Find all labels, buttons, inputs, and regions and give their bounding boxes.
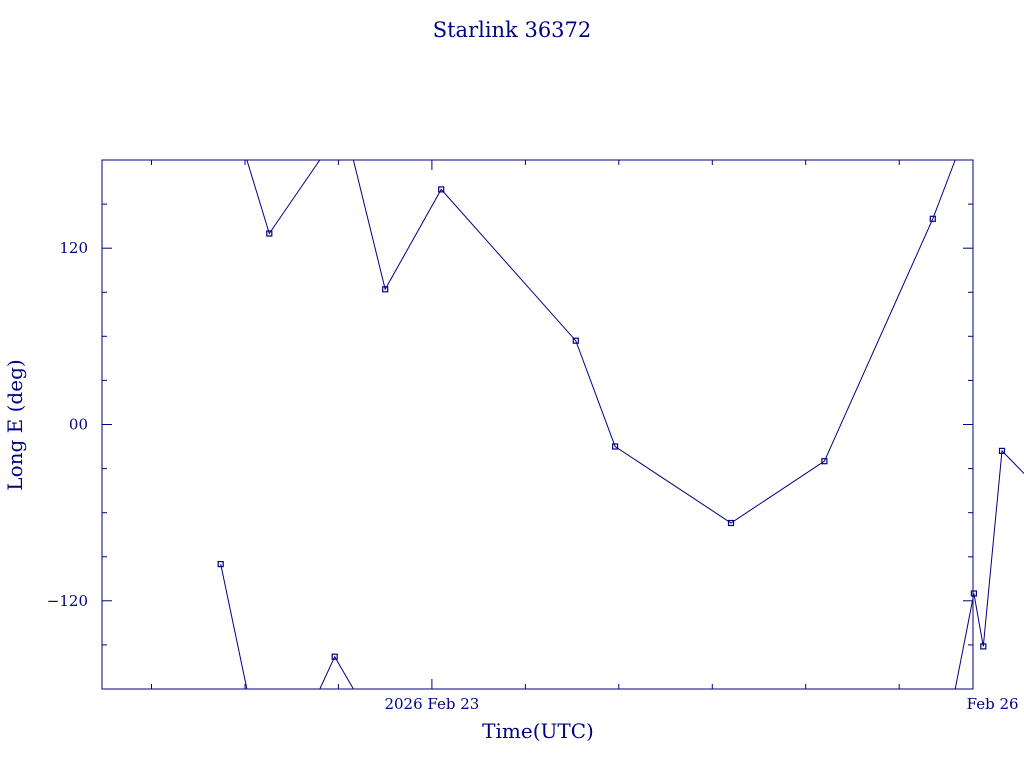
- series-segment: [220, 563, 248, 690]
- data-point: [821, 458, 828, 465]
- data-point: [438, 186, 445, 193]
- data-point: [980, 643, 987, 650]
- data-point: [929, 215, 936, 222]
- axis-ticks: [102, 159, 973, 690]
- data-point: [266, 230, 273, 237]
- y-tick-labels: −120 00 120: [47, 239, 88, 610]
- data-point: [611, 443, 619, 450]
- x-tick-label: 2026 Feb 23: [384, 695, 479, 713]
- series-segment: [352, 159, 956, 524]
- data-point: [727, 519, 735, 527]
- y-tick-label: −120: [47, 592, 88, 610]
- chart-title: Starlink 36372: [433, 18, 592, 42]
- x-tick-label: Feb 26: [967, 695, 1019, 713]
- series-segment: [954, 449, 1024, 690]
- series-segment: [246, 159, 321, 235]
- data-point: [998, 447, 1006, 454]
- plot-frame: [101, 159, 974, 690]
- y-tick-label: 120: [59, 239, 88, 257]
- y-tick-label: 00: [69, 416, 88, 434]
- data-point: [970, 590, 978, 597]
- series-segment: [319, 655, 354, 690]
- y-axis-label: Long E (deg): [3, 359, 27, 490]
- data-point: [217, 560, 224, 568]
- data-point: [382, 286, 389, 293]
- data-point: [331, 653, 338, 660]
- data-point: [572, 337, 579, 344]
- x-axis-label: Time(UTC): [482, 719, 594, 743]
- series-markers: [217, 186, 1006, 660]
- series-line: [220, 159, 1024, 690]
